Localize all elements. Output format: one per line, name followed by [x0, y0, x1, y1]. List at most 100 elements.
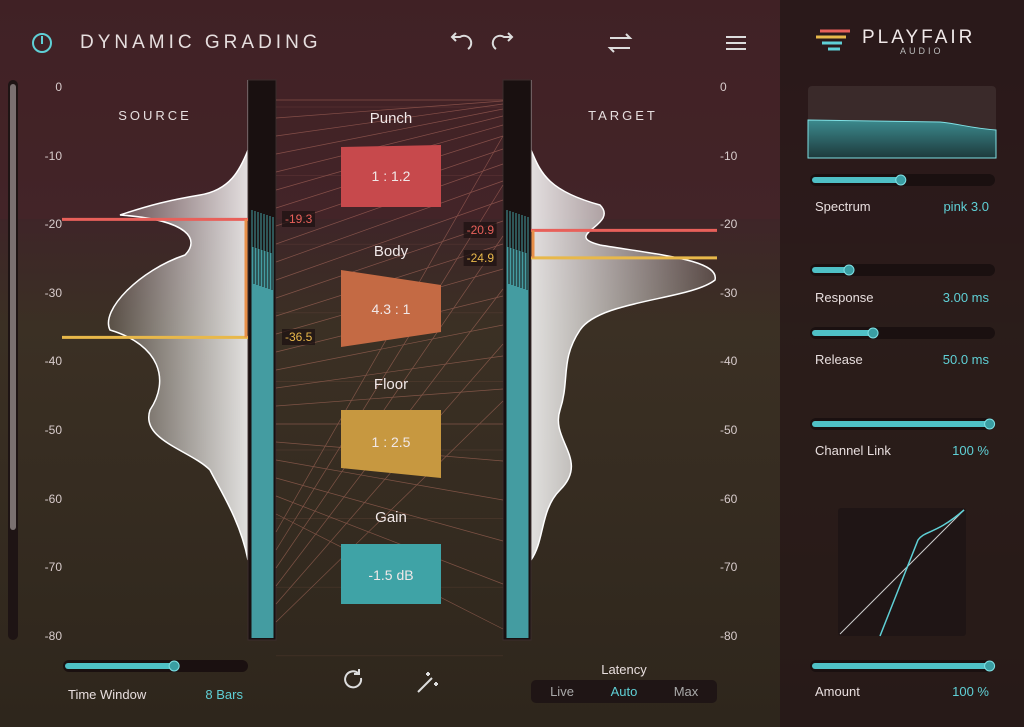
control-value: 100 %	[952, 443, 989, 458]
scale-label-right: -60	[720, 491, 738, 506]
scale-label-left: -60	[44, 491, 62, 506]
control-slider-fill	[812, 663, 990, 669]
target-label: TARGET	[588, 108, 658, 123]
control-slider-knob[interactable]	[984, 660, 996, 672]
target-threshold-label: -24.9	[463, 249, 497, 266]
control-slider-fill	[812, 330, 874, 336]
scale-label-right: 0	[720, 80, 727, 94]
control-slider-knob[interactable]	[867, 327, 879, 339]
time-window-slider-knob[interactable]	[168, 660, 180, 672]
control-label: Response	[815, 290, 874, 305]
redo-icon[interactable]	[491, 32, 514, 50]
control-slider-knob[interactable]	[843, 264, 855, 276]
control-label: Amount	[815, 684, 860, 699]
fan-line	[275, 199, 504, 281]
scale-label-left: -10	[44, 148, 62, 163]
body-box[interactable]	[341, 270, 441, 347]
scale-label-right: -40	[720, 354, 738, 369]
scale-label-left: -70	[44, 560, 62, 575]
control-slider-knob[interactable]	[984, 418, 996, 430]
time-window-label: Time Window	[68, 687, 147, 702]
scroll-thumb[interactable]	[10, 84, 16, 530]
source-threshold-label: -36.5	[282, 329, 316, 346]
latency-label: Latency	[601, 662, 647, 677]
spectrum-curve	[807, 119, 997, 159]
scale-label-left: -40	[44, 354, 62, 369]
target-threshold-label: -20.9	[463, 222, 497, 239]
unity-line	[839, 509, 965, 635]
scale-label-right: -70	[720, 560, 738, 575]
control-value: 3.00 ms	[942, 290, 989, 305]
scale-label-left: -20	[44, 217, 62, 232]
scale-label-right: -50	[720, 423, 738, 437]
fan-line	[275, 184, 504, 551]
latency-option[interactable]: Auto	[610, 684, 638, 699]
brand: PLAYFAIR	[862, 27, 976, 48]
fan-line	[275, 100, 504, 119]
fan-line	[275, 103, 504, 137]
control-value: pink 3.0	[943, 199, 989, 214]
control-slider-fill	[812, 267, 849, 273]
control-value: 50.0 ms	[942, 352, 989, 367]
scale-label-left: -80	[44, 628, 62, 643]
fan-line	[275, 400, 504, 623]
menu-icon[interactable]	[726, 36, 746, 50]
scale-label-left: -50	[44, 423, 62, 437]
punch-box[interactable]	[341, 145, 441, 207]
gain-box[interactable]	[341, 544, 441, 604]
magic-icon[interactable]	[417, 672, 438, 693]
fan-line	[275, 388, 504, 407]
control-label: Channel Link	[815, 443, 891, 458]
control-value: 100 %	[952, 684, 989, 699]
fan-line	[275, 235, 504, 569]
band-value: 1 : 2.5	[371, 434, 411, 450]
transfer-curve	[879, 509, 965, 637]
scale-label-right: -10	[720, 148, 738, 163]
fan-line	[275, 477, 504, 542]
fan-line	[275, 115, 504, 173]
logo-mark	[816, 29, 850, 51]
control-label: Release	[815, 352, 863, 367]
scale-label-left: -30	[44, 285, 62, 300]
time-window-slider-fill	[65, 663, 175, 669]
brand-sub: AUDIO	[900, 46, 944, 56]
band-value: 4.3 : 1	[371, 301, 411, 317]
source-label: SOURCE	[118, 108, 192, 123]
time-window-value: 8 Bars	[205, 687, 243, 702]
source-threshold-label: -19.3	[282, 211, 316, 228]
control-label: Spectrum	[815, 199, 871, 214]
fan-line	[275, 355, 504, 389]
undo-icon[interactable]	[450, 32, 473, 50]
fan-line	[275, 343, 504, 605]
scale-label-right: -80	[720, 628, 738, 643]
band-value: 1 : 1.2	[371, 168, 411, 184]
source-distribution	[107, 80, 249, 561]
band-value: -1.5 dB	[368, 567, 414, 583]
fan-line	[275, 324, 504, 371]
fan-line	[275, 495, 504, 585]
latency-selector	[531, 680, 717, 703]
band-name: Floor	[373, 376, 409, 393]
scale-label-left: 0	[55, 80, 62, 94]
reset-icon[interactable]	[344, 669, 363, 689]
control-slider-track	[810, 264, 995, 276]
band-name: Punch	[369, 110, 413, 127]
control-slider-knob[interactable]	[895, 174, 907, 186]
band-name: Gain	[375, 509, 407, 526]
scale-label-right: -20	[720, 217, 738, 232]
plugin-title: DYNAMIC GRADING	[80, 32, 322, 53]
scale-label-right: -30	[720, 285, 738, 300]
control-slider-fill	[812, 177, 901, 183]
swap-icon[interactable]	[607, 33, 633, 53]
fan-line	[275, 108, 504, 155]
floor-box[interactable]	[341, 410, 441, 478]
latency-option[interactable]: Max	[673, 684, 699, 699]
control-slider-fill	[812, 421, 990, 427]
latency-option[interactable]: Live	[550, 684, 574, 699]
fan-line	[275, 180, 504, 263]
target-distribution	[530, 80, 716, 563]
power-icon[interactable]	[32, 33, 52, 53]
band-name: Body	[373, 243, 409, 260]
